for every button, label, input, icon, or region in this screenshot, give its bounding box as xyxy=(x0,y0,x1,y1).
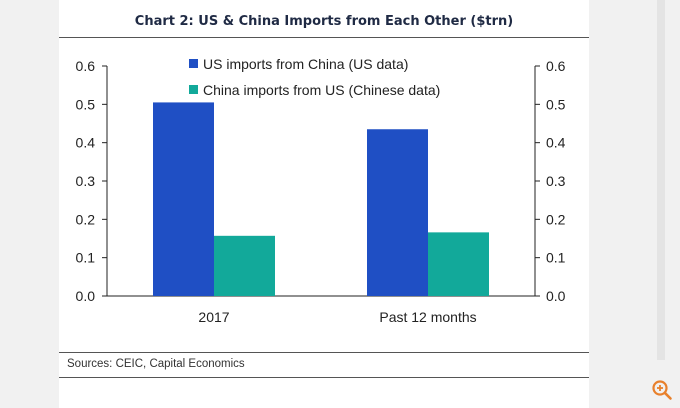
y-tick-label-left: 0.4 xyxy=(76,135,96,151)
chart-panel: Chart 2: US & China Imports from Each Ot… xyxy=(59,0,589,408)
y-tick-label-left: 0.1 xyxy=(76,250,96,266)
y-tick-label-left: 0.6 xyxy=(76,58,96,74)
source-rule-bottom xyxy=(59,377,589,378)
bar-china-imports-0 xyxy=(214,235,275,296)
source-rule-top xyxy=(59,352,589,353)
y-tick-label-left: 0.3 xyxy=(76,173,96,189)
bar-china-imports-1 xyxy=(428,232,489,296)
y-tick-label-right: 0.6 xyxy=(546,58,566,74)
y-tick-label-right: 0.2 xyxy=(546,211,566,227)
y-tick-label-right: 0.4 xyxy=(546,135,566,151)
y-tick-label-left: 0.5 xyxy=(76,96,96,112)
y-tick-label-right: 0.1 xyxy=(546,250,566,266)
title-rule xyxy=(59,37,589,38)
legend-label: China imports from US (Chinese data) xyxy=(203,82,440,98)
bar-us-imports-0 xyxy=(153,102,214,297)
legend-swatch xyxy=(189,59,198,68)
bar-us-imports-1 xyxy=(367,129,428,296)
chart-title: Chart 2: US & China Imports from Each Ot… xyxy=(134,14,514,29)
zoom-in-icon[interactable] xyxy=(651,379,673,401)
x-tick-label: 2017 xyxy=(198,309,229,325)
y-tick-label-left: 0.0 xyxy=(76,288,96,304)
legend-swatch xyxy=(189,85,198,94)
source-note: Sources: CEIC, Capital Economics xyxy=(67,358,245,370)
zoom-in-glyph xyxy=(652,380,672,400)
legend-label: US imports from China (US data) xyxy=(203,56,408,72)
y-tick-label-right: 0.5 xyxy=(546,96,566,112)
scrollbar[interactable] xyxy=(657,0,665,360)
y-tick-label-left: 0.2 xyxy=(76,211,96,227)
y-tick-label-right: 0.3 xyxy=(546,173,566,189)
y-tick-label-right: 0.0 xyxy=(546,288,566,304)
x-tick-label: Past 12 months xyxy=(379,309,476,325)
